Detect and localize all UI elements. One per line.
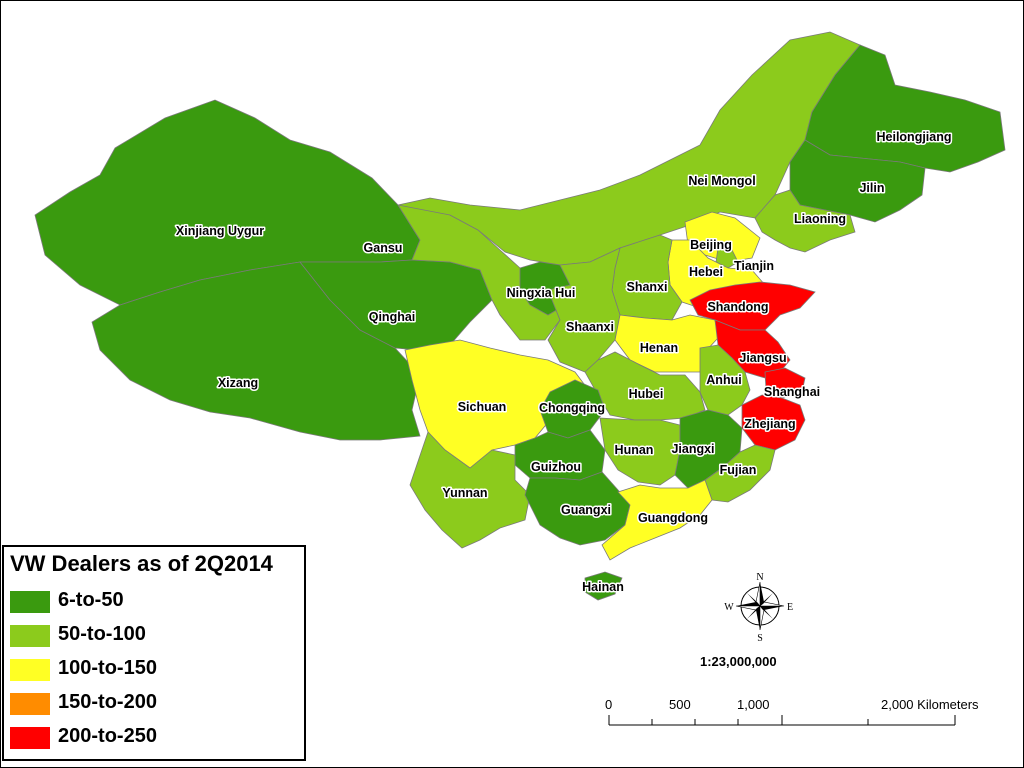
legend-swatch bbox=[10, 625, 50, 647]
legend-item: 100-to-150 bbox=[10, 655, 300, 685]
label-jiangxi: Jiangxi bbox=[671, 442, 714, 456]
scale-tick-label: 2,000 Kilometers bbox=[881, 697, 979, 712]
scale-tick-label: 0 bbox=[605, 697, 613, 712]
label-shanxi: Shanxi bbox=[627, 280, 668, 294]
province-fujian[interactable] bbox=[704, 444, 776, 503]
label-sichuan: Sichuan bbox=[458, 400, 507, 414]
label-guangxi: Guangxi bbox=[561, 503, 611, 517]
compass-w: W bbox=[724, 602, 734, 613]
legend-swatch bbox=[10, 591, 50, 613]
province-liaoning[interactable] bbox=[754, 189, 856, 253]
label-shaanxi: Shaanxi bbox=[566, 320, 614, 334]
label-gansu: Gansu bbox=[364, 241, 403, 255]
label-jiangsu: Jiangsu bbox=[739, 351, 786, 365]
province-layer bbox=[34, 31, 1006, 601]
label-hubei: Hubei bbox=[629, 387, 664, 401]
compass-n: N bbox=[756, 572, 763, 583]
north-arrow-icon: N S E W bbox=[724, 572, 793, 644]
province-labels: Xinjiang Uygur Xizang Qinghai Gansu Nei … bbox=[174, 129, 953, 596]
legend-label: 150-to-200 bbox=[58, 691, 157, 713]
label-shandong: Shandong bbox=[707, 300, 768, 314]
label-tianjin: Tianjin bbox=[734, 259, 774, 273]
legend-title: VW Dealers as of 2Q2014 bbox=[10, 551, 273, 576]
label-hainan: Hainan bbox=[582, 580, 624, 594]
label-ningxia: Ningxia Hui bbox=[507, 286, 576, 300]
legend-label: 100-to-150 bbox=[58, 657, 157, 679]
label-guizhou: Guizhou bbox=[531, 460, 581, 474]
legend-label: 50-to-100 bbox=[58, 623, 146, 645]
label-henan: Henan bbox=[640, 341, 678, 355]
legend-swatch bbox=[10, 659, 50, 681]
label-beijing: Beijing bbox=[690, 238, 732, 252]
label-chongqing: Chongqing bbox=[539, 401, 605, 415]
legend-item: 150-to-200 bbox=[10, 689, 300, 719]
label-xinjiang: Xinjiang Uygur bbox=[176, 224, 264, 238]
label-anhui: Anhui bbox=[706, 373, 741, 387]
legend-item: 200-to-250 bbox=[10, 723, 300, 753]
label-yunnan: Yunnan bbox=[442, 486, 487, 500]
province-zhejiang[interactable] bbox=[741, 394, 806, 451]
province-hubei[interactable] bbox=[584, 351, 706, 421]
legend-item: 50-to-100 bbox=[10, 621, 300, 651]
map-legend: VW Dealers as of 2Q2014 6-to-50 50-to-10… bbox=[2, 545, 306, 761]
label-qinghai: Qinghai bbox=[369, 310, 416, 324]
label-hunan: Hunan bbox=[615, 443, 654, 457]
label-shanghai: Shanghai bbox=[764, 385, 820, 399]
label-heilongjiang: Heilongjiang bbox=[877, 130, 952, 144]
scale-bar bbox=[608, 715, 956, 726]
label-jilin: Jilin bbox=[859, 181, 884, 195]
legend-label: 200-to-250 bbox=[58, 725, 157, 747]
legend-label: 6-to-50 bbox=[58, 589, 124, 611]
label-guangdong: Guangdong bbox=[638, 511, 708, 525]
label-zhejiang: Zhejiang bbox=[744, 417, 795, 431]
compass-s: S bbox=[757, 633, 763, 644]
legend-swatch bbox=[10, 727, 50, 749]
label-hebei: Hebei bbox=[689, 265, 723, 279]
compass-e: E bbox=[787, 602, 793, 613]
province-xizang[interactable] bbox=[91, 261, 421, 441]
scale-tick-label: 500 bbox=[669, 697, 691, 712]
label-fujian: Fujian bbox=[720, 463, 757, 477]
province-shanghai[interactable] bbox=[764, 367, 806, 399]
label-xizang: Xizang bbox=[218, 376, 258, 390]
province-tianjin[interactable] bbox=[715, 247, 739, 269]
province-hainan[interactable] bbox=[584, 571, 623, 601]
label-liaoning: Liaoning bbox=[794, 212, 846, 226]
scale-ratio: 1:23,000,000 bbox=[700, 654, 777, 669]
legend-item: 6-to-50 bbox=[10, 587, 300, 617]
province-qinghai[interactable] bbox=[299, 259, 493, 351]
province-guizhou[interactable] bbox=[514, 429, 606, 481]
province-guangdong[interactable] bbox=[601, 479, 713, 561]
label-neimongol: Nei Mongol bbox=[688, 174, 755, 188]
scale-tick-label: 1,000 bbox=[737, 697, 770, 712]
legend-swatch bbox=[10, 693, 50, 715]
